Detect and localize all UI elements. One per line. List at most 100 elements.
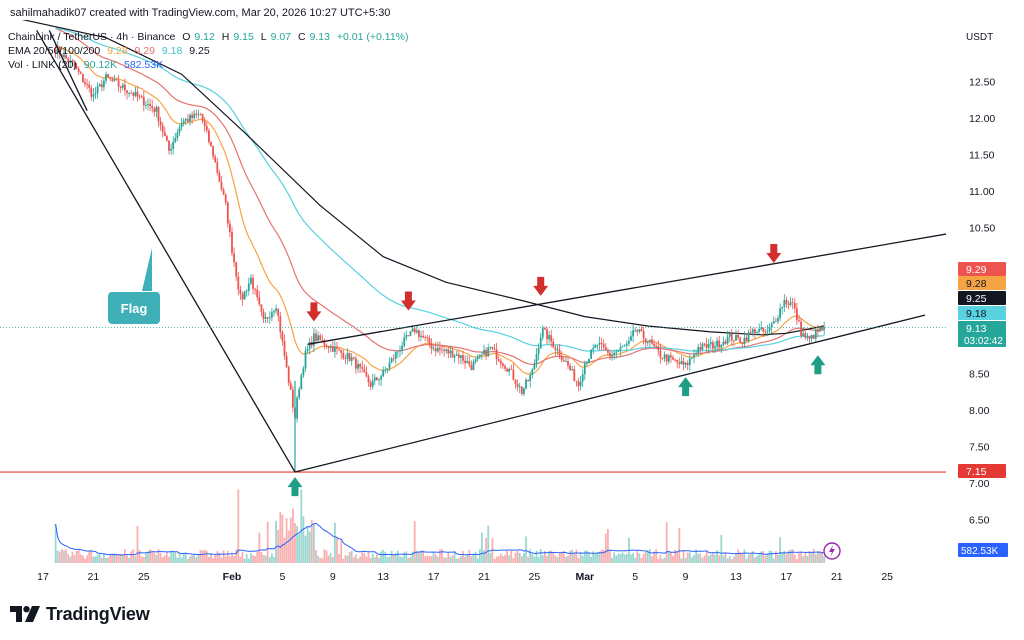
volume-bar — [594, 553, 597, 563]
price-axis[interactable]: 12.5012.0011.5011.0010.509.508.508.007.5… — [969, 77, 995, 527]
volume-bar — [420, 550, 422, 563]
candle — [678, 357, 681, 369]
volume-bar — [665, 522, 668, 563]
price-change: +0.01 (+0.11%) — [336, 31, 409, 43]
volume-bar — [96, 554, 99, 563]
candle — [520, 386, 523, 396]
candle — [457, 350, 460, 364]
volume-bar — [233, 556, 235, 563]
volume-bar — [722, 555, 725, 563]
volume-bar — [289, 517, 292, 563]
candle — [359, 363, 361, 374]
candle — [231, 226, 233, 257]
candle — [170, 143, 172, 155]
candle — [319, 333, 322, 341]
volume-bar — [239, 556, 242, 563]
volume-bar — [138, 550, 141, 563]
candle — [432, 345, 435, 352]
candle — [86, 78, 88, 90]
currency-label[interactable]: USDT — [966, 32, 994, 43]
volume-bar — [573, 552, 576, 563]
candle — [510, 364, 513, 370]
candle — [109, 76, 112, 82]
candle — [399, 345, 401, 358]
time-tick: 21 — [88, 571, 100, 583]
trendline-wedge-upper[interactable] — [307, 231, 963, 345]
volume-bar — [172, 552, 175, 563]
volume-bar — [199, 549, 202, 563]
volume-bar — [691, 557, 693, 563]
volume-bar — [378, 557, 380, 563]
volume-bar — [254, 555, 256, 563]
volume-bar — [229, 556, 231, 563]
volume-bar — [808, 551, 811, 563]
down-arrow-icon — [306, 302, 322, 322]
price-tick: 12.00 — [969, 113, 995, 125]
volume-bar — [359, 556, 361, 563]
candle — [241, 291, 244, 306]
volume-bar — [394, 553, 397, 563]
volume-bar — [506, 550, 508, 563]
volume-bar — [262, 555, 265, 563]
volume-bar — [798, 553, 800, 563]
flag-callout-box[interactable] — [108, 292, 160, 324]
candle — [392, 354, 395, 362]
symbol-legend[interactable]: ChainLink / TetherUS · 4h · Binance O 9.1… — [8, 31, 413, 43]
candle — [378, 378, 380, 386]
chart-credit: sahilmahadik07 created with TradingView.… — [10, 7, 391, 19]
volume-bar — [371, 553, 374, 563]
candle — [464, 355, 466, 370]
candle — [373, 373, 376, 385]
flag-annotation[interactable]: Flag — [108, 248, 160, 324]
time-tick: 5 — [279, 571, 285, 583]
volume-bar — [243, 558, 246, 563]
symbol-name[interactable]: ChainLink / TetherUS · 4h · Binance — [8, 31, 176, 43]
candle — [489, 346, 492, 351]
candle — [321, 334, 324, 342]
candle — [216, 158, 219, 176]
volume-bar — [69, 556, 72, 563]
volume-label[interactable]: Vol · LINK (20) — [8, 59, 77, 71]
volume-legend[interactable]: Vol · LINK (20) 90.12K 582.53K — [8, 59, 167, 71]
volume-bar — [178, 553, 181, 563]
volume-bar — [527, 557, 529, 563]
volume-bar — [119, 554, 122, 563]
volume-bar — [560, 551, 563, 563]
volume-bar — [107, 557, 109, 563]
candle — [630, 330, 632, 342]
trendline-pole-upper[interactable] — [48, 30, 88, 111]
volume-bar — [61, 549, 63, 563]
price-tick: 11.00 — [969, 186, 995, 198]
volume-bar — [565, 556, 567, 563]
volume-bar — [348, 551, 351, 563]
volume-bar — [308, 531, 311, 563]
volume-bar — [760, 551, 763, 563]
candle — [777, 314, 779, 324]
time-axis[interactable]: 17 21 25 Feb 5 9 13 17 21 25 Mar 5 9 13 17 21 25 — [37, 571, 893, 583]
signal-arrows — [287, 244, 826, 497]
volume-bar — [712, 552, 714, 563]
replay-icon[interactable] — [823, 542, 841, 560]
volume-bar — [287, 530, 290, 563]
trendline-pole[interactable] — [36, 30, 296, 473]
candle — [418, 328, 420, 342]
ema-label[interactable]: EMA 20/50/100/200 — [8, 45, 101, 57]
candle — [537, 343, 540, 361]
volume-bar — [184, 553, 187, 563]
up-arrow-icon — [810, 355, 826, 375]
candle — [764, 328, 767, 335]
svg-text:9.25: 9.25 — [966, 293, 987, 305]
volume-bar — [252, 555, 254, 563]
candle — [714, 341, 716, 354]
volume-bar — [124, 549, 126, 563]
volume-bar — [583, 550, 586, 563]
trendline-wedge-lower[interactable] — [294, 314, 926, 473]
volume-bar — [296, 525, 298, 563]
volume-bar — [735, 552, 737, 563]
ema-legend[interactable]: EMA 20/50/100/200 9.28 9.29 9.18 9.25 — [8, 45, 214, 57]
candle — [726, 330, 729, 346]
candle — [483, 344, 485, 355]
tradingview-logo[interactable]: TradingView — [10, 603, 150, 625]
volume-bar — [132, 549, 135, 563]
